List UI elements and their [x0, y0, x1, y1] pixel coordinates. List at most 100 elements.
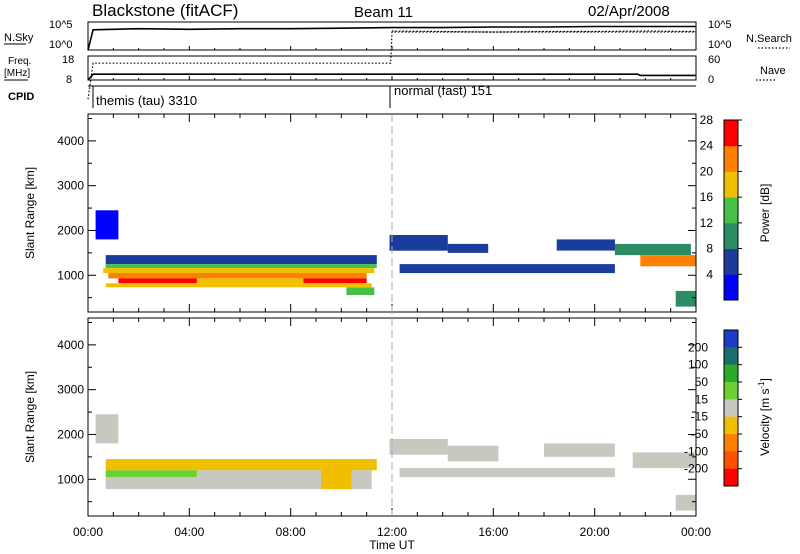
y-tick-label: 2000: [57, 223, 84, 237]
colorbar-swatch: [724, 382, 738, 400]
scatter-region-7: [389, 439, 448, 455]
series-line-n-search: [391, 30, 697, 33]
date-title: 02/Apr/2008: [588, 3, 670, 20]
colorbar-swatch: [724, 451, 738, 470]
colorbar-swatch: [724, 222, 738, 250]
scatter-region-1: [105, 459, 377, 471]
scatter-region-7: [105, 283, 372, 288]
scatter-region-9: [346, 287, 375, 295]
cpid-label: CPID: [8, 91, 34, 103]
x-tick-label: 00:00: [73, 525, 103, 539]
scatter-region-10: [544, 443, 615, 457]
x-tick-label: 16:00: [478, 525, 508, 539]
noise-panel: N.Sky 10^5 10^0 10^5 10^0 N.Search: [4, 19, 792, 51]
noise-right-label: N.Search: [746, 33, 792, 45]
y-tick-label: 4000: [57, 338, 84, 352]
colorbar-swatch: [724, 416, 738, 435]
beam-title: Beam 11: [354, 4, 413, 21]
scatter-region-4: [108, 273, 367, 279]
frequency-right-label: Nave: [760, 65, 786, 77]
colorbar-swatch: [724, 120, 738, 147]
x-tick-label: 08:00: [276, 525, 306, 539]
scatter-region-3: [196, 470, 372, 477]
velocity-colorbar-label: Velocity [m s-1]: [757, 378, 772, 456]
scatter-region-11: [632, 452, 696, 469]
velocity-ylabel: Slant Range [km]: [23, 371, 37, 463]
x-tick-label: 04:00: [174, 525, 204, 539]
velocity-panel: 1000 2000 3000 4000 00:00 04:00 08:00 12:00 16:0…: [23, 317, 772, 552]
colorbar-tick-label: -50: [691, 427, 709, 441]
scatter-region-12: [447, 243, 489, 253]
scatter-region-11: [389, 235, 448, 251]
series-line-freq: [87, 73, 696, 81]
frequency-panel: Freq. [MHz] 18 8 60 0 Nave: [4, 31, 786, 100]
colorbar-tick-label: 24: [700, 139, 714, 153]
x-tick-label: 00:00: [681, 525, 711, 539]
colorbar-swatch: [724, 145, 738, 172]
power-ylabel: Slant Range [km]: [23, 167, 37, 259]
colorbar-tick-label: -100: [684, 444, 708, 458]
colorbar-swatch: [724, 364, 738, 383]
colorbar-swatch: [724, 347, 738, 366]
y-tick-label: 3000: [57, 179, 84, 193]
scatter-region-3: [103, 268, 375, 273]
colorbar-swatch: [724, 330, 738, 348]
colorbar-tick-label: 200: [688, 340, 708, 354]
x-tick-label: 20:00: [580, 525, 610, 539]
x-tick-label: 12:00: [377, 525, 407, 539]
noise-left-tick-bottom: 10^0: [49, 39, 73, 51]
noise-left-tick-top: 10^5: [49, 19, 73, 31]
y-tick-label: 1000: [57, 472, 84, 486]
power-colorbar-label: Power [dB]: [758, 184, 772, 243]
colorbar-tick-label: 100: [688, 358, 708, 372]
colorbar-tick-label: -15: [691, 410, 709, 424]
colorbar-swatch: [724, 274, 738, 301]
scatter-region-13: [399, 264, 615, 274]
scatter-region-14: [556, 239, 615, 251]
colorbar-tick-label: 4: [706, 267, 713, 281]
y-tick-label: 4000: [57, 134, 84, 148]
scatter-region-2: [105, 264, 377, 269]
noise-right-tick-top: 10^5: [708, 19, 732, 31]
scatter-region-8: [447, 445, 499, 462]
y-tick-label: 3000: [57, 383, 84, 397]
cpid-entry-2: normal (fast) 151: [394, 83, 492, 98]
colorbar-swatch: [724, 468, 738, 487]
cpid-entry-1: themis (tau) 3310: [96, 93, 197, 108]
power-panel: 1000 2000 3000 4000 Slant Range [km] 4 8 12 16…: [23, 113, 772, 313]
colorbar-tick-label: 15: [695, 392, 709, 406]
station-title: Blackstone (fitACF): [92, 1, 238, 20]
scatter-region-8: [196, 278, 304, 284]
frequency-right-tick-bottom: 0: [708, 74, 714, 86]
colorbar-swatch: [724, 197, 738, 224]
series-line-nave: [87, 31, 696, 100]
scatter-region-1: [105, 255, 377, 265]
scatter-region-16: [640, 255, 696, 267]
scatter-region-6: [95, 414, 119, 444]
scatter-region-4: [105, 470, 197, 477]
frequency-right-tick-top: 60: [708, 54, 720, 66]
frequency-left-label: Freq. [MHz]: [4, 56, 31, 79]
colorbar-tick-label: 8: [706, 242, 713, 256]
scatter-region-9: [399, 468, 615, 478]
scatter-region-6: [303, 278, 367, 284]
colorbar-tick-label: -200: [684, 462, 708, 476]
colorbar-tick-label: 50: [695, 375, 709, 389]
noise-right-tick-bottom: 10^0: [708, 39, 732, 51]
scatter-region-17: [675, 290, 696, 307]
scatter-region-5: [118, 278, 197, 284]
colorbar-tick-label: 20: [700, 164, 714, 178]
y-tick-label: 1000: [57, 268, 84, 282]
colorbar-swatch: [724, 399, 738, 418]
velocity-xlabel: Time UT: [369, 538, 415, 552]
colorbar-tick-label: 12: [700, 216, 714, 230]
noise-left-label: N.Sky: [4, 32, 34, 44]
scatter-region-12: [675, 494, 696, 511]
colorbar-swatch: [724, 171, 738, 198]
series-line-n-sky: [87, 25, 696, 51]
cpid-panel: CPID themis (tau) 3310 normal (fast) 151: [8, 83, 696, 108]
y-tick-label: 2000: [57, 427, 84, 441]
scatter-region-15: [614, 243, 691, 256]
scatter-region-10: [95, 210, 119, 240]
